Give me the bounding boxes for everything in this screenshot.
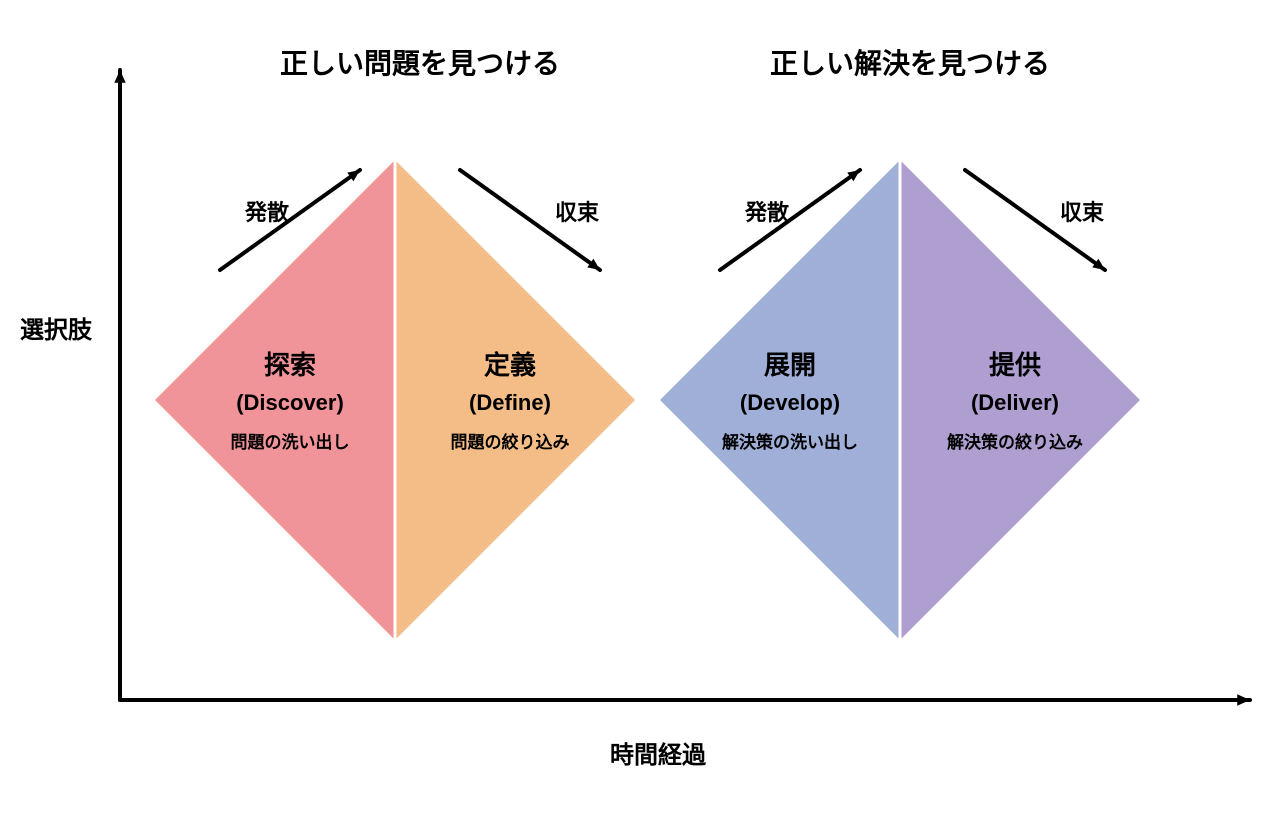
phase-title: 定義	[420, 345, 600, 382]
double-diamond-diagram: 正しい問題を見つける 正しい解決を見つける 選択肢 時間経過 発散 収束 発散 …	[0, 0, 1280, 813]
phase-desc: 問題の絞り込み	[420, 428, 600, 453]
phase-en: (Define)	[420, 390, 600, 416]
header-right: 正しい解決を見つける	[770, 42, 1050, 82]
converge-label-2: 収束	[1060, 195, 1104, 227]
y-axis-label: 選択肢	[20, 310, 92, 345]
x-axis-label: 時間経過	[610, 735, 706, 770]
converge-label-1: 収束	[555, 195, 599, 227]
phase-desc: 解決策の絞り込み	[925, 428, 1105, 453]
phase-discover: 探索 (Discover) 問題の洗い出し	[200, 345, 380, 453]
phase-define: 定義 (Define) 問題の絞り込み	[420, 345, 600, 453]
phase-develop: 展開 (Develop) 解決策の洗い出し	[700, 345, 880, 453]
phase-deliver: 提供 (Deliver) 解決策の絞り込み	[925, 345, 1105, 453]
diverge-label-2: 発散	[745, 195, 789, 227]
phase-desc: 解決策の洗い出し	[700, 428, 880, 453]
phase-title: 探索	[200, 345, 380, 382]
phase-en: (Discover)	[200, 390, 380, 416]
header-left: 正しい問題を見つける	[280, 42, 560, 82]
diverge-label-1: 発散	[245, 195, 289, 227]
phase-desc: 問題の洗い出し	[200, 428, 380, 453]
phase-en: (Develop)	[700, 390, 880, 416]
phase-title: 展開	[700, 345, 880, 382]
phase-en: (Deliver)	[925, 390, 1105, 416]
phase-title: 提供	[925, 345, 1105, 382]
